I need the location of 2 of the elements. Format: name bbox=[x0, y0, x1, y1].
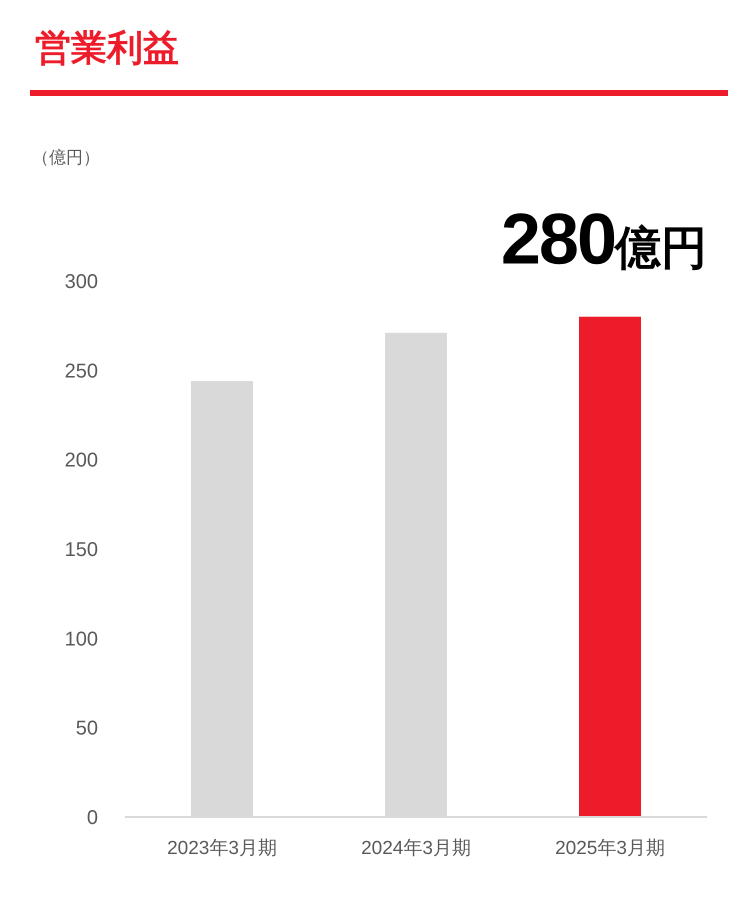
title: 営業利益 bbox=[35, 27, 179, 68]
annotation: （億円） bbox=[32, 148, 100, 167]
